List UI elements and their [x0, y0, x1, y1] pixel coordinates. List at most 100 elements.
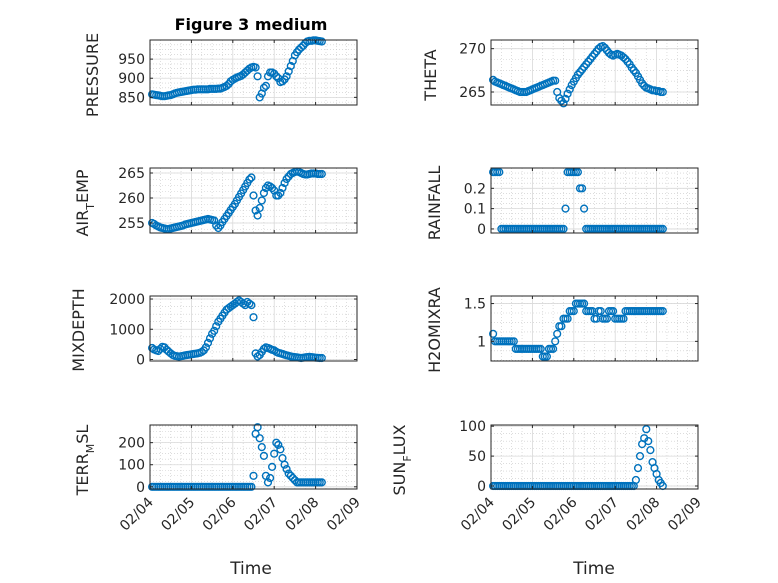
sun_flux-data-point: [633, 464, 643, 473]
pressure-data-point: [255, 93, 264, 102]
pressure-data-point: [317, 37, 326, 46]
mixdepth-data-point: [249, 313, 258, 322]
air_temp-data-point: [210, 216, 219, 225]
h2omixra-data-point: [553, 329, 562, 338]
mixdepth-data-point: [270, 346, 279, 355]
terr_msl-ytick-label: 0: [136, 480, 145, 496]
theta-panel: THETA 265 270: [421, 39, 699, 108]
sun_flux-axes-frame: [490, 424, 699, 490]
theta-axes-frame: [490, 39, 699, 106]
rainfall-data-point: [577, 184, 587, 193]
air_temp-axes-frame: [149, 167, 358, 234]
time-xlabel-right: Time: [572, 559, 615, 579]
pressure-data-point: [253, 72, 262, 81]
air_temp-data-point: [280, 178, 289, 188]
theta-ylabel: THETA: [421, 49, 440, 101]
theta-ytick-label: 265: [459, 85, 486, 101]
theta-data-point: [598, 41, 607, 51]
air_temp-data-point: [253, 211, 262, 220]
terr_msl-plot-area: [150, 425, 357, 489]
theta-data-point: [619, 53, 628, 62]
pressure-data-point: [278, 77, 287, 86]
rainfall-data-point: [658, 224, 667, 234]
mixdepth-data-point: [210, 326, 219, 335]
theta-ytick-label: 270: [459, 42, 486, 58]
terr_msl-data-point: [280, 460, 289, 469]
mixdepth-ytick-label: 0: [136, 352, 145, 368]
h2omixra-data-point: [596, 307, 605, 316]
mixdepth-data-point: [197, 347, 206, 357]
rainfall-axes-frame: [490, 167, 699, 234]
h2omixra-ylabel: H2OMIXRA: [425, 287, 444, 373]
h2omixra-ytick-label: 1: [477, 334, 486, 350]
terr_msl-data-point: [274, 440, 283, 450]
rainfall-ytick-label: 0.2: [464, 181, 486, 197]
pressure-ytick-label: 950: [118, 52, 145, 68]
rainfall-ytick-label: 0: [477, 222, 486, 238]
rainfall-data-point: [559, 224, 568, 234]
terr_msl-data-point: [276, 445, 285, 454]
h2omixra-ytick-label: 1.5: [464, 297, 486, 313]
terr_msl-data-point: [284, 469, 293, 478]
h2omixra-data-point: [619, 314, 628, 323]
h2omixra-data-point: [579, 299, 589, 308]
terr_msl-data-point: [286, 471, 295, 480]
pressure-data-point: [282, 72, 291, 81]
sun_flux-ytick-label: 100: [459, 419, 486, 435]
pressure-data-point: [251, 63, 260, 72]
air_temp-data-point: [247, 173, 256, 182]
theta-data-point: [640, 81, 649, 91]
pressure-data-point: [261, 81, 271, 91]
theta-data-point: [565, 85, 574, 94]
mixdepth-ytick-label: 1000: [109, 322, 145, 338]
sun_flux-ytick-label: 50: [468, 449, 486, 465]
pressure-data-point: [297, 43, 306, 52]
h2omixra-data-point: [658, 307, 667, 316]
mixdepth-data-point: [160, 343, 169, 352]
h2omixra-axes-frame: [490, 295, 699, 362]
pressure-data-point: [259, 83, 269, 92]
air_temp-data-point: [276, 188, 285, 198]
air_temp-ytick-label: 260: [118, 191, 145, 207]
terr_msl-data-point: [255, 434, 264, 443]
theta-data-point: [559, 99, 568, 108]
terr_msl-data-point: [247, 482, 256, 491]
air_temp-data-point: [257, 196, 266, 205]
air_temp-data-point: [317, 169, 326, 179]
rainfall-ytick-label: 0.1: [464, 202, 486, 218]
h2omixra-panel: H2OMIXRA 1 1.5: [425, 287, 699, 373]
h2omixra-data-point: [551, 337, 560, 346]
terr_msl-data-point: [259, 451, 269, 461]
sun_flux-data-point: [644, 437, 653, 446]
h2omixra-data-point: [536, 344, 545, 354]
theta-data-point: [489, 75, 498, 85]
h2omixra-data-point: [509, 337, 518, 346]
h2omixra-data-point: [569, 307, 578, 316]
figure-title: Figure 3 medium: [175, 15, 328, 34]
mixdepth-data-point: [201, 343, 211, 352]
sun_flux-data-point: [631, 475, 641, 485]
terr_msl-axes-frame: [149, 424, 358, 490]
mixdepth-data-point: [205, 334, 215, 343]
theta-data-point: [658, 87, 667, 97]
air_temp-ytick-label: 265: [118, 166, 145, 182]
air_temp-data-point: [259, 188, 269, 198]
h2omixra-data-point: [548, 344, 558, 354]
theta-data-point: [561, 94, 570, 104]
terr_msl-data-point: [270, 449, 279, 458]
rainfall-data-point: [495, 168, 504, 177]
air_temp-data-point: [278, 183, 287, 193]
air_temp-data-point: [251, 206, 260, 215]
time-xlabel-left: Time: [229, 559, 272, 579]
theta-data-point: [563, 89, 572, 98]
rainfall-data-point: [579, 204, 589, 213]
rainfall-data-point: [561, 204, 570, 213]
pressure-ytick-label: 900: [118, 71, 145, 87]
terr_msl-data-point: [263, 478, 273, 487]
air_temp-data-point: [255, 203, 264, 213]
mixdepth-data-point: [253, 352, 262, 361]
terr_msl-data-point: [317, 478, 326, 487]
h2omixra-data-point: [608, 307, 618, 316]
terr_msl-data-point: [288, 473, 297, 483]
pressure-ylabel: PRESSURE: [83, 33, 102, 117]
